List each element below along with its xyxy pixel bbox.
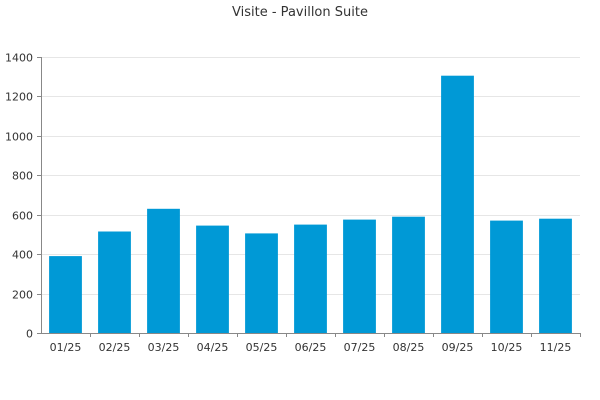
y-tick-label: 800 (12, 170, 33, 183)
y-tick-label: 0 (26, 328, 33, 341)
bar (539, 218, 572, 333)
x-tick-label: 05/25 (246, 341, 278, 354)
chart-title: Visite - Pavillon Suite (232, 5, 368, 20)
x-axis-ticks: 01/25 02/25 03/25 04/25 05/25 06/25 07/25 08/25… (50, 333, 581, 354)
x-tick-label: 01/25 (50, 341, 82, 354)
bar (392, 216, 425, 333)
x-tick-label: 10/25 (491, 341, 523, 354)
x-tick-label: 04/25 (197, 341, 229, 354)
bar (98, 231, 131, 333)
bars (49, 75, 572, 333)
y-tick-label: 400 (12, 249, 33, 262)
bar (147, 208, 180, 333)
x-tick-label: 08/25 (393, 341, 425, 354)
axes (41, 57, 580, 334)
x-tick-label: 09/25 (442, 341, 474, 354)
x-tick-label: 02/25 (99, 341, 131, 354)
y-tick-label: 1000 (5, 131, 33, 144)
x-tick-label: 07/25 (344, 341, 376, 354)
y-tick-label: 200 (12, 289, 33, 302)
y-tick-label: 600 (12, 210, 33, 223)
bar (343, 219, 376, 333)
y-tick-label: 1200 (5, 91, 33, 104)
y-axis-ticks: 0 200 400 600 800 1000 1200 1400 (5, 52, 41, 341)
bar (294, 224, 327, 333)
bar (490, 220, 523, 333)
y-tick-label: 1400 (5, 52, 33, 65)
bar (245, 233, 278, 333)
x-tick-label: 11/25 (540, 341, 572, 354)
bar (196, 225, 229, 333)
bar (441, 75, 474, 333)
x-tick-label: 06/25 (295, 341, 327, 354)
x-tick-label: 03/25 (148, 341, 180, 354)
bar (49, 256, 82, 333)
